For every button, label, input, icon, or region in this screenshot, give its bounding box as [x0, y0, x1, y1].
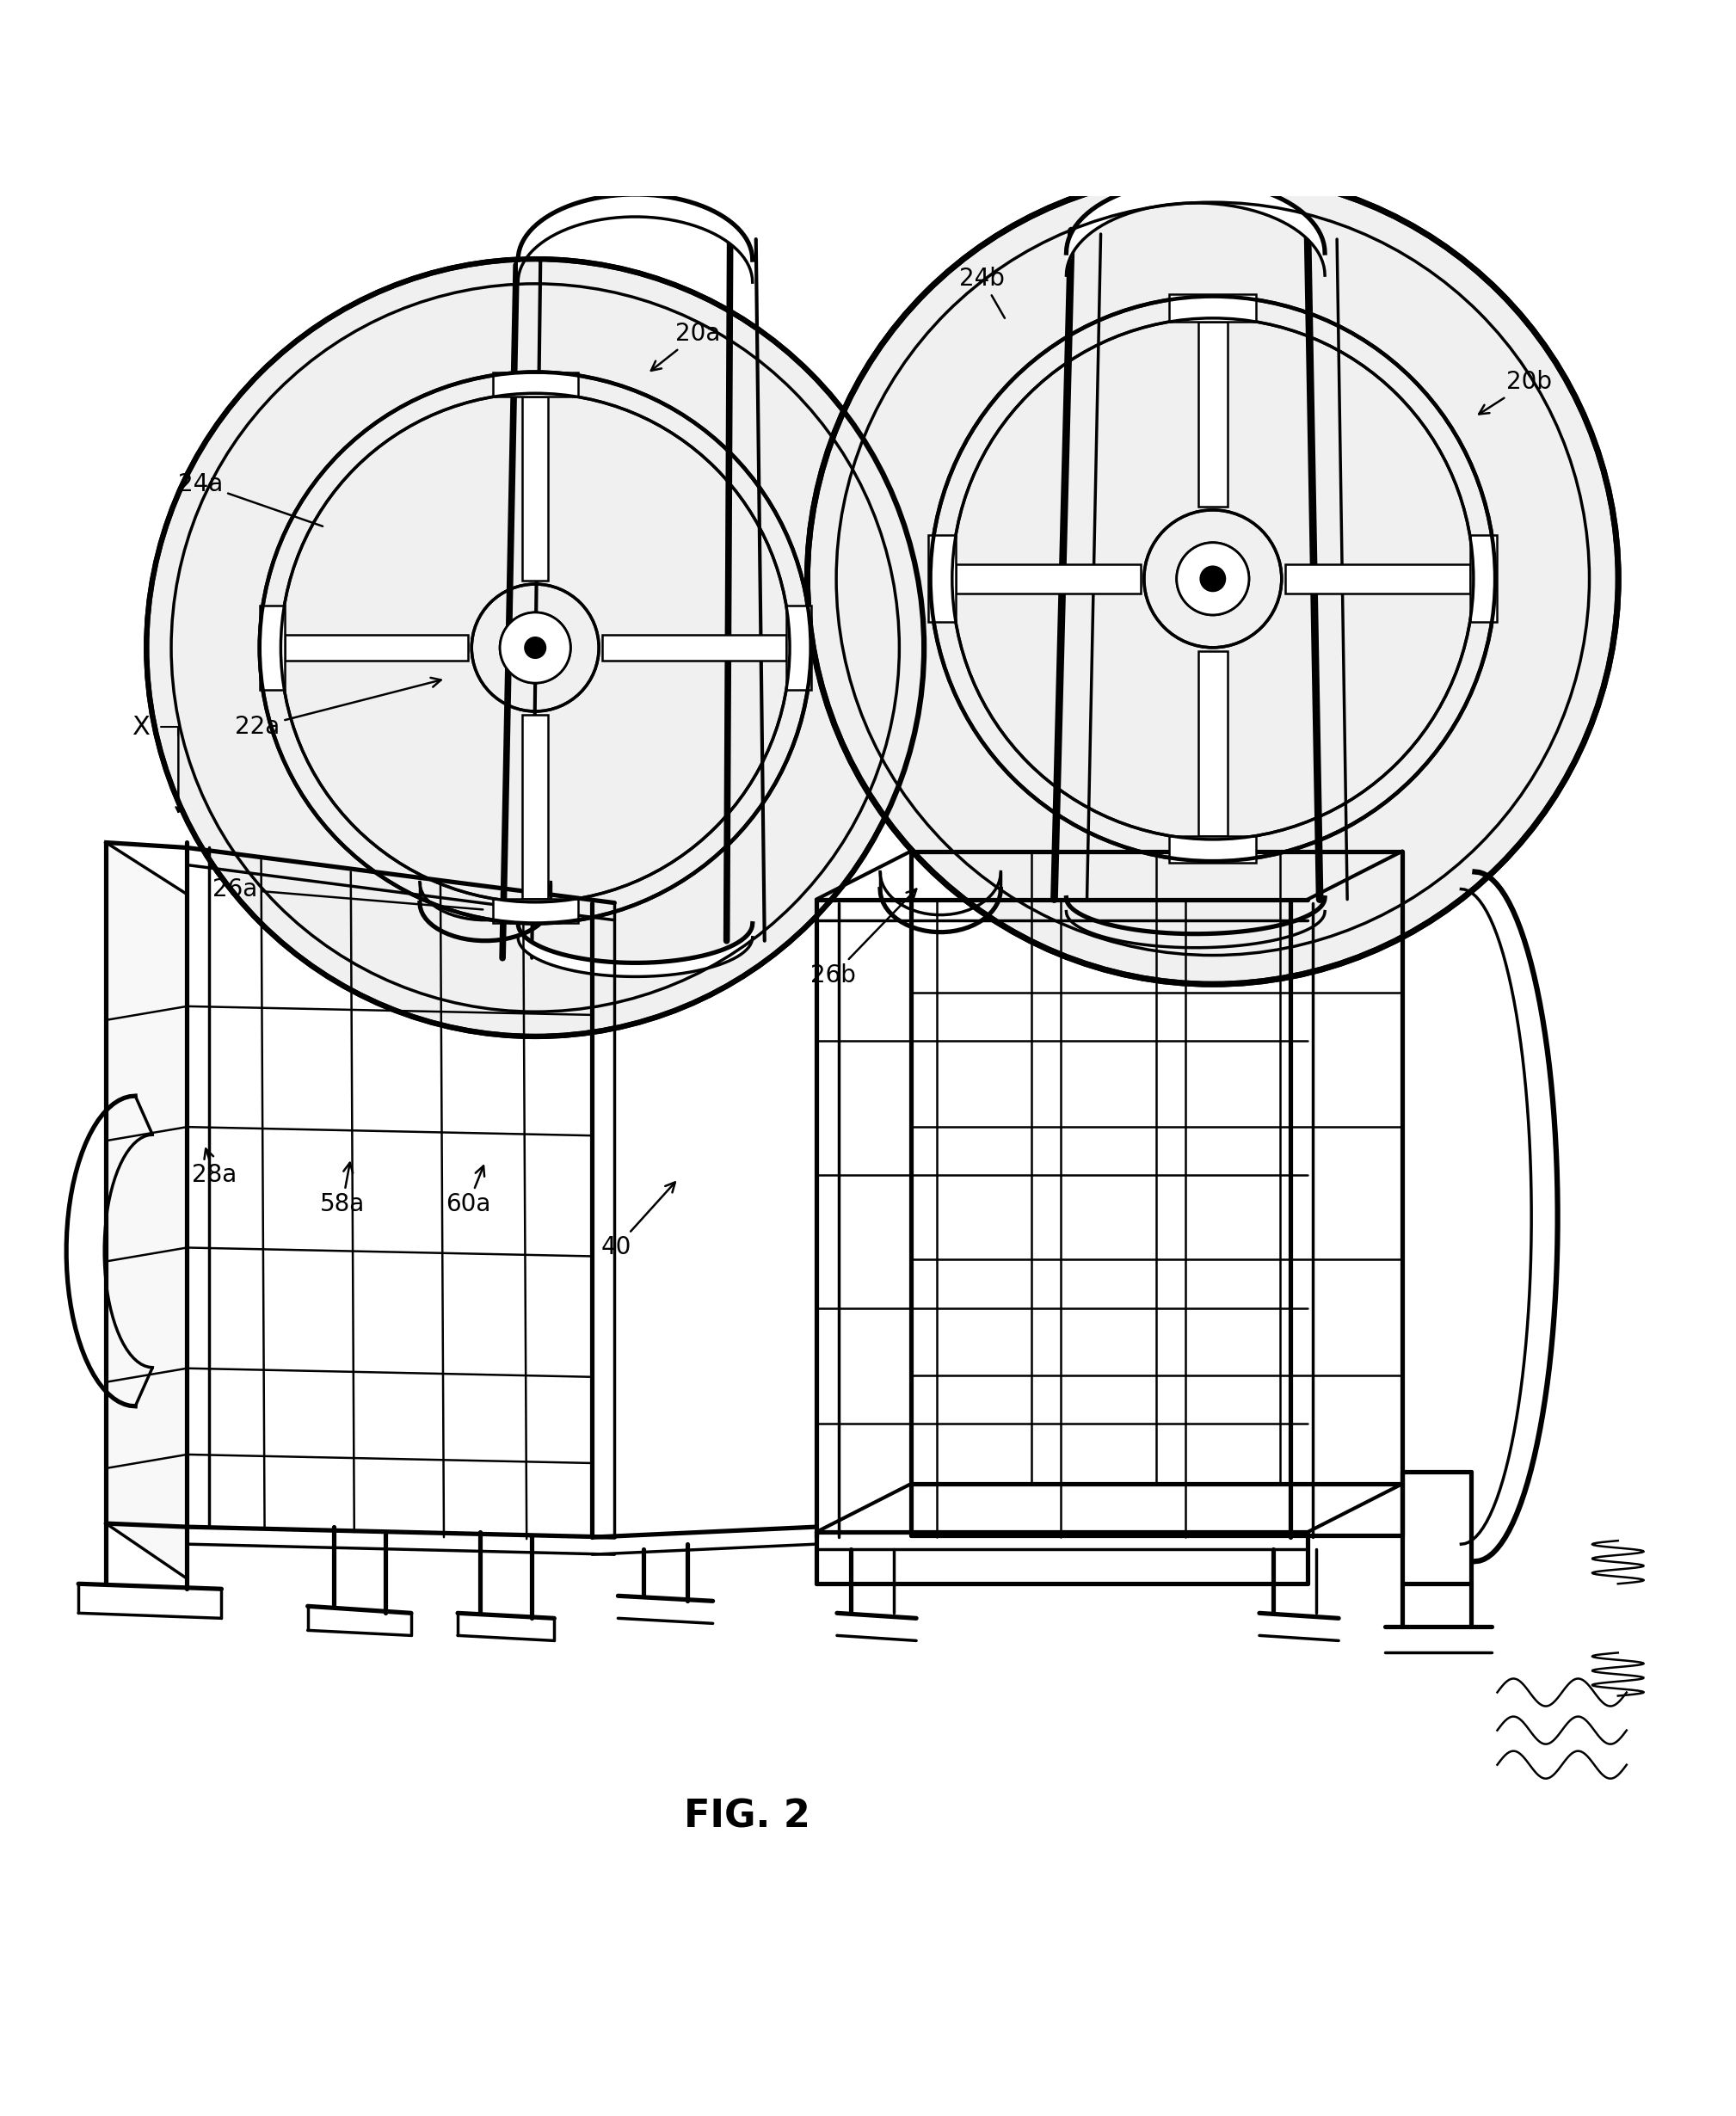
- Circle shape: [1177, 542, 1248, 616]
- Circle shape: [524, 637, 545, 658]
- Polygon shape: [106, 842, 187, 1579]
- Text: 20a: 20a: [651, 322, 720, 370]
- Circle shape: [807, 174, 1618, 984]
- Polygon shape: [1170, 836, 1257, 863]
- Circle shape: [500, 612, 571, 683]
- Polygon shape: [1470, 535, 1496, 622]
- Polygon shape: [1198, 652, 1227, 836]
- Text: 60a: 60a: [446, 1166, 491, 1217]
- Circle shape: [524, 637, 545, 658]
- Circle shape: [1200, 567, 1226, 592]
- Polygon shape: [260, 605, 285, 690]
- Text: 26a: 26a: [214, 876, 483, 910]
- Text: 24b: 24b: [960, 267, 1005, 317]
- Polygon shape: [786, 605, 811, 690]
- Text: 58a: 58a: [319, 1162, 365, 1217]
- Text: 24a: 24a: [179, 472, 323, 527]
- Polygon shape: [523, 398, 549, 580]
- Polygon shape: [602, 635, 786, 660]
- Polygon shape: [1198, 322, 1227, 506]
- Text: 28a: 28a: [193, 1149, 238, 1187]
- Text: 20b: 20b: [1479, 370, 1552, 415]
- Text: 26b: 26b: [811, 889, 917, 988]
- Circle shape: [146, 258, 924, 1037]
- Polygon shape: [957, 565, 1141, 592]
- Text: 22a: 22a: [236, 677, 441, 738]
- Text: FIG. 2: FIG. 2: [684, 1799, 811, 1835]
- Polygon shape: [1170, 294, 1257, 322]
- Circle shape: [500, 612, 571, 683]
- Polygon shape: [493, 899, 578, 923]
- Text: X: X: [132, 715, 149, 738]
- Circle shape: [1200, 567, 1226, 592]
- Polygon shape: [1285, 565, 1470, 592]
- Polygon shape: [523, 715, 549, 899]
- Polygon shape: [929, 535, 957, 622]
- Polygon shape: [493, 372, 578, 398]
- Polygon shape: [285, 635, 469, 660]
- Circle shape: [1177, 542, 1248, 616]
- Text: 40: 40: [601, 1183, 675, 1259]
